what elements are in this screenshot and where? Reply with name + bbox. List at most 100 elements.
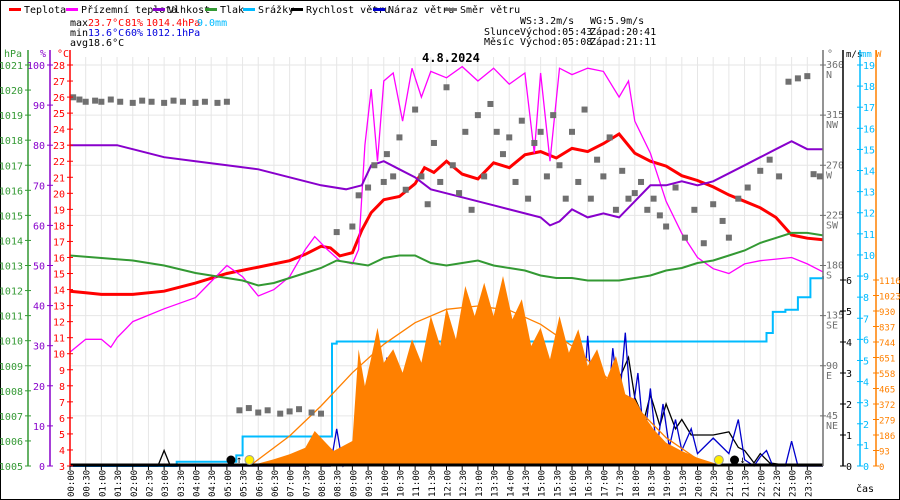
solar-tick-label: 372 bbox=[879, 401, 895, 411]
x-tick-label: 04:30 bbox=[208, 470, 218, 497]
wind-tick-label: 1 bbox=[846, 431, 852, 442]
moon-label: Měsíc bbox=[484, 36, 514, 48]
x-tick-label: 09:30 bbox=[365, 470, 375, 497]
x-tick-label: 21:00 bbox=[726, 470, 736, 497]
wind-direction-point bbox=[816, 173, 823, 180]
rain-tick-label: 5 bbox=[863, 356, 869, 367]
avg-temp: 18.6°C bbox=[88, 38, 124, 49]
wind-direction-point bbox=[757, 167, 764, 174]
rain-tick-label: 2 bbox=[863, 420, 869, 431]
humidity-tick-label: 0 bbox=[39, 462, 45, 473]
wind-direction-point bbox=[456, 190, 463, 197]
temperature-tick-label: 28 bbox=[53, 61, 65, 72]
x-tick-label: 06:30 bbox=[271, 470, 281, 497]
x-tick-label: 03:00 bbox=[161, 470, 171, 497]
wind-direction-point bbox=[487, 100, 494, 107]
wind-direction-point bbox=[518, 117, 525, 124]
wind-direction-point bbox=[286, 408, 293, 415]
temperature-tick-label: 15 bbox=[53, 270, 65, 281]
solar-axis-unit: W bbox=[876, 50, 882, 60]
temperature-tick-label: 14 bbox=[53, 286, 65, 297]
avg-label: avg bbox=[70, 38, 88, 49]
wind-direction-point bbox=[371, 162, 378, 169]
wind-direction-point bbox=[625, 195, 632, 202]
wind-direction-point bbox=[776, 173, 783, 180]
wind-direction-point bbox=[691, 206, 698, 213]
temperature-tick-label: 7 bbox=[59, 398, 65, 409]
temperature-tick-label: 8 bbox=[59, 382, 65, 393]
direction-tick-name: NE bbox=[826, 421, 838, 432]
wind-direction-point bbox=[766, 156, 773, 163]
temperature-tick-label: 11 bbox=[53, 334, 65, 345]
pressure-tick-label: 1012 bbox=[0, 287, 23, 298]
rain-tick-label: 16 bbox=[863, 124, 875, 135]
rain-tick-label: 17 bbox=[863, 103, 875, 114]
x-tick-label: 11:00 bbox=[412, 470, 422, 497]
pressure-tick-label: 1016 bbox=[0, 186, 23, 197]
x-tick-label: 07:00 bbox=[287, 470, 297, 497]
sunset-time: Západ:20:41 bbox=[590, 26, 656, 38]
temperature-tick-label: 18 bbox=[53, 221, 65, 232]
x-tick-label: 20:00 bbox=[695, 470, 705, 497]
direction-tick-label: 360 bbox=[826, 60, 844, 71]
wind-direction-point bbox=[481, 173, 488, 180]
wind-direction-point bbox=[531, 139, 538, 146]
x-tick-label: 12:00 bbox=[444, 470, 454, 497]
x-tick-label: 00:30 bbox=[83, 470, 93, 497]
wind-direction-point bbox=[308, 409, 315, 416]
wind-direction-point bbox=[201, 98, 208, 105]
wind-direction-point bbox=[148, 98, 155, 105]
rain-tick-label: 7 bbox=[863, 314, 869, 325]
chart-title: 4.8.2024 bbox=[422, 51, 480, 65]
temperature-tick-label: 10 bbox=[53, 350, 65, 361]
pressure-axis-unit: hPa bbox=[4, 49, 22, 60]
wind-direction-point bbox=[390, 173, 397, 180]
wind-tick-label: 2 bbox=[846, 400, 852, 411]
pressure-tick-label: 1019 bbox=[0, 111, 23, 122]
solar-tick-label: 186 bbox=[879, 432, 895, 442]
x-tick-label: 06:00 bbox=[255, 470, 265, 497]
temperature-tick-label: 24 bbox=[53, 125, 65, 136]
rain-tick-label: 0 bbox=[863, 462, 869, 473]
x-tick-label: 19:30 bbox=[679, 470, 689, 497]
wind-direction-point bbox=[735, 195, 742, 202]
legend-label: Náraz větru bbox=[388, 4, 454, 16]
temperature-axis-unit: °C bbox=[57, 49, 69, 60]
temperature-tick-label: 3 bbox=[59, 462, 65, 473]
wind-direction-point bbox=[512, 178, 519, 185]
x-tick-label: 18:30 bbox=[647, 470, 657, 497]
temperature-tick-label: 13 bbox=[53, 302, 65, 313]
solar-tick-label: 1023 bbox=[879, 293, 900, 303]
wind-speed-max: WS:3.2m/s bbox=[520, 16, 574, 27]
moonset-moon-icon bbox=[730, 455, 740, 465]
wind-direction-point bbox=[744, 184, 751, 191]
pressure-tick-label: 1018 bbox=[0, 136, 23, 147]
moonrise-arrow-icon: ↑ bbox=[236, 455, 242, 466]
humidity-tick-label: 90 bbox=[33, 101, 45, 112]
wind-gust-max: WG:5.9m/s bbox=[590, 16, 644, 27]
max-temp: 23.7°C bbox=[88, 18, 124, 29]
x-tick-label: 23:00 bbox=[789, 470, 799, 497]
wind-direction-point bbox=[296, 406, 303, 413]
legend-swatch bbox=[9, 8, 21, 11]
direction-tick-name: SW bbox=[826, 220, 839, 231]
x-tick-label: 13:30 bbox=[491, 470, 501, 497]
direction-tick-name: N bbox=[826, 70, 832, 81]
rain-tick-label: 8 bbox=[863, 293, 869, 304]
humidity-tick-label: 30 bbox=[33, 342, 45, 353]
legend-label: Přízemní teplota bbox=[81, 4, 177, 16]
temperature-tick-label: 16 bbox=[53, 253, 65, 264]
legend-label: Tlak bbox=[220, 5, 244, 16]
x-tick-label: 00:00 bbox=[67, 470, 77, 497]
rain-tick-label: 14 bbox=[863, 167, 875, 178]
legend-label: Směr větru bbox=[460, 4, 520, 16]
x-tick-label: 22:30 bbox=[773, 470, 783, 497]
legend-swatch bbox=[373, 8, 385, 11]
x-tick-label: 07:30 bbox=[302, 470, 312, 497]
x-tick-label: 21:30 bbox=[742, 470, 752, 497]
wind-direction-point bbox=[418, 173, 425, 180]
astro-info: WS:3.2m/s WG:5.9m/s Slunce Východ:05:43 … bbox=[484, 16, 656, 48]
x-tick-label: 10:30 bbox=[396, 470, 406, 497]
sun-label: Slunce bbox=[484, 27, 520, 38]
direction-tick-label: 45 bbox=[826, 411, 838, 422]
